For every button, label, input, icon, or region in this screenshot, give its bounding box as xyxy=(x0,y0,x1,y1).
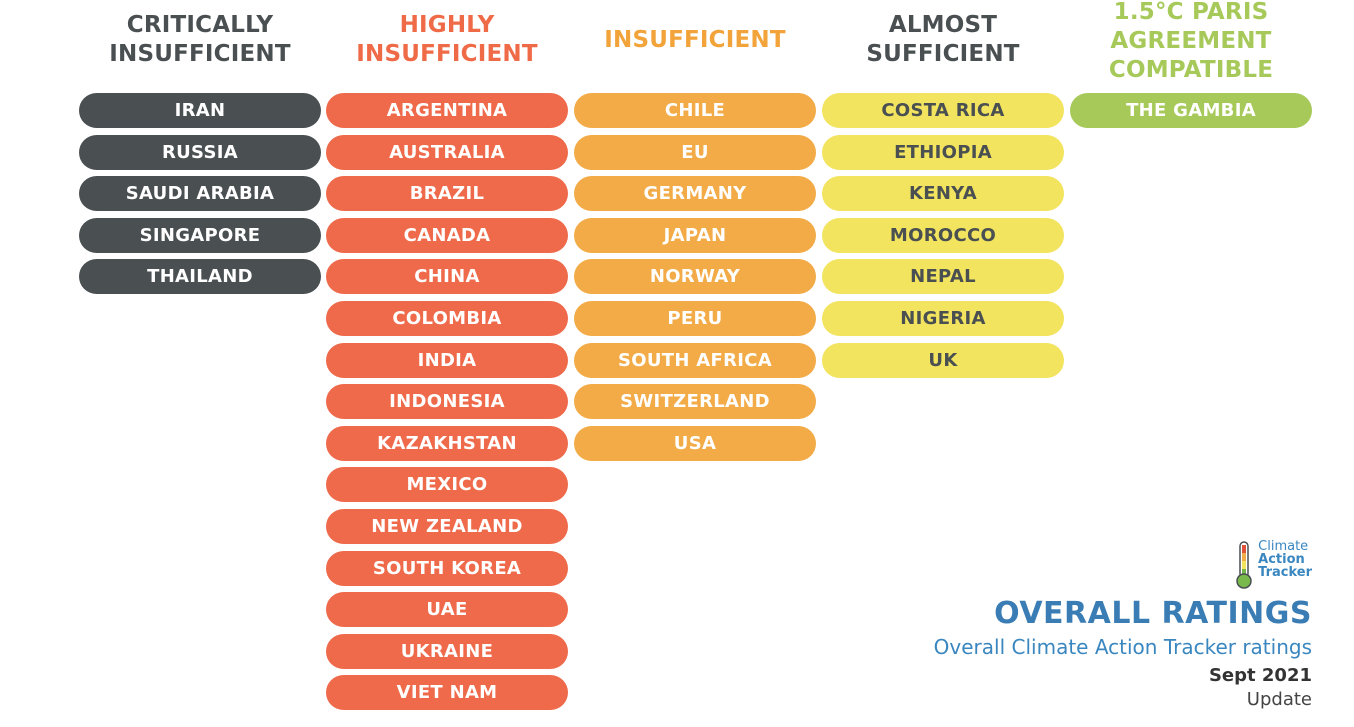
thermometer-icon xyxy=(1236,541,1252,589)
country-list: THE GAMBIA xyxy=(1070,93,1312,135)
heading-line: AGREEMENT xyxy=(1110,28,1272,54)
country-pill: SINGAPORE xyxy=(79,217,321,253)
country-pill: SOUTH AFRICA xyxy=(574,342,816,378)
country-pill: NEPAL xyxy=(822,259,1064,295)
country-pill: UAE xyxy=(326,592,568,628)
country-pill: UKRAINE xyxy=(326,633,568,669)
country-pill: SOUTH KOREA xyxy=(326,550,568,586)
column-heading: INSUFFICIENT xyxy=(574,26,816,55)
country-pill: JAPAN xyxy=(574,217,816,253)
country-pill: UK xyxy=(822,342,1064,378)
country-list: COSTA RICA ETHIOPIA KENYA MOROCCO NEPAL NIGER… xyxy=(822,93,1064,384)
country-pill: COLOMBIA xyxy=(326,300,568,336)
heading-line: INSUFFICIENT xyxy=(109,41,291,67)
date-label: Sept 2021 xyxy=(1208,665,1312,686)
country-pill: KENYA xyxy=(822,176,1064,212)
logo-line: Climate xyxy=(1258,539,1309,554)
country-pill: USA xyxy=(574,425,816,461)
country-list: CHILE EU GERMANY JAPAN NORWAY PERU SOUTH AFRIC… xyxy=(574,93,816,467)
country-list: IRAN RUSSIA SAUDI ARABIA SINGAPORE THAILAND xyxy=(79,93,321,301)
heading-line: INSUFFICIENT xyxy=(356,41,538,67)
heading-line: 1.5°C PARIS xyxy=(1113,0,1269,25)
column-heading: 1.5°C PARIS AGREEMENT COMPATIBLE xyxy=(1070,0,1312,85)
heading-line: ALMOST xyxy=(888,12,998,38)
country-pill: SWITZERLAND xyxy=(574,384,816,420)
country-pill: CHINA xyxy=(326,259,568,295)
country-pill: NORWAY xyxy=(574,259,816,295)
country-pill: CHILE xyxy=(574,93,816,128)
country-pill: GERMANY xyxy=(574,176,816,212)
update-label: Update xyxy=(1246,689,1312,710)
country-pill: RUSSIA xyxy=(79,134,321,170)
country-pill: CANADA xyxy=(326,217,568,253)
heading-line: COMPATIBLE xyxy=(1108,57,1274,83)
climate-action-tracker-logo: Climate Action Tracker xyxy=(1234,540,1312,592)
country-pill: MEXICO xyxy=(326,467,568,503)
country-pill: NIGERIA xyxy=(822,300,1064,336)
heading-line: SUFFICIENT xyxy=(866,41,1020,67)
country-pill: BRAZIL xyxy=(326,176,568,212)
logo-line: Tracker xyxy=(1258,565,1312,580)
country-pill: NEW ZEALAND xyxy=(326,508,568,544)
page-subtitle: Overall Climate Action Tracker ratings xyxy=(933,635,1312,659)
country-list: ARGENTINA AUSTRALIA BRAZIL CANADA CHINA COLOM… xyxy=(326,93,568,717)
country-pill: VIET NAM xyxy=(326,675,568,711)
heading-line: HIGHLY xyxy=(399,12,495,38)
country-pill: COSTA RICA xyxy=(822,93,1064,128)
country-pill: ETHIOPIA xyxy=(822,134,1064,170)
country-pill: ARGENTINA xyxy=(326,93,568,128)
logo-wordmark: Climate Action Tracker xyxy=(1258,540,1312,579)
country-pill: AUSTRALIA xyxy=(326,134,568,170)
country-pill: INDIA xyxy=(326,342,568,378)
column-heading: CRITICALLY INSUFFICIENT xyxy=(79,11,321,69)
country-pill: THAILAND xyxy=(79,259,321,295)
page-title: OVERALL RATINGS xyxy=(994,596,1312,631)
heading-line: INSUFFICIENT xyxy=(604,27,786,53)
country-pill: SAUDI ARABIA xyxy=(79,176,321,212)
column-heading: ALMOST SUFFICIENT xyxy=(822,11,1064,69)
country-pill: IRAN xyxy=(79,93,321,128)
country-pill: PERU xyxy=(574,300,816,336)
country-pill: THE GAMBIA xyxy=(1070,93,1312,128)
branding-block: Climate Action Tracker OVERALL RATINGS O… xyxy=(934,540,1312,712)
logo-line: Action xyxy=(1258,552,1305,567)
heading-line: CRITICALLY xyxy=(126,12,274,38)
country-pill: EU xyxy=(574,134,816,170)
column-heading: HIGHLY INSUFFICIENT xyxy=(326,11,568,69)
country-pill: INDONESIA xyxy=(326,384,568,420)
country-pill: KAZAKHSTAN xyxy=(326,425,568,461)
country-pill: MOROCCO xyxy=(822,217,1064,253)
